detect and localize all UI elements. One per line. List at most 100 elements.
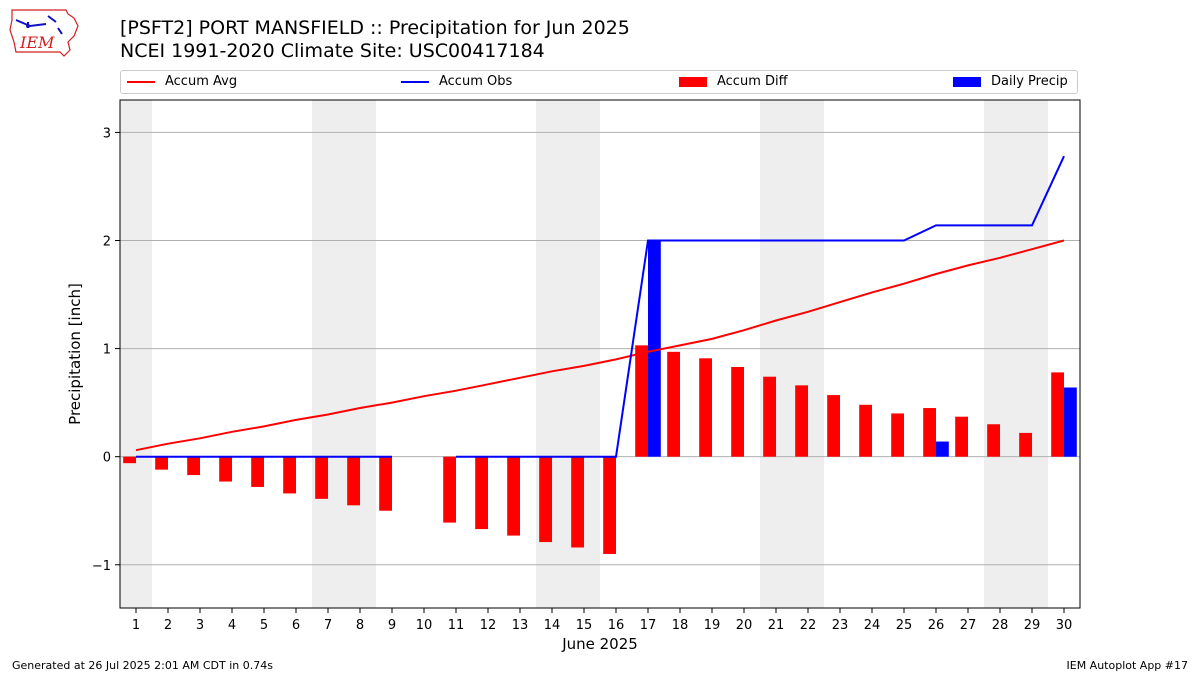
x-tick-label: 29 <box>1024 618 1041 633</box>
x-tick-label: 12 <box>480 618 497 633</box>
weekend-band <box>984 100 1016 608</box>
accum-diff-bar <box>315 456 328 499</box>
x-tick-label: 1 <box>132 618 140 633</box>
daily-precip-bar <box>648 240 661 457</box>
plot-frame <box>119 99 1081 609</box>
x-tick-label: 2 <box>164 618 172 633</box>
chart-title: [PSFT2] PORT MANSFIELD :: Precipitation … <box>120 17 630 63</box>
accum-diff-bar <box>155 456 168 470</box>
x-tick-label: 4 <box>228 618 236 633</box>
accum-diff-bar <box>379 456 392 511</box>
accum-diff-bar <box>475 456 488 530</box>
accum-diff-bar <box>923 408 936 457</box>
legend-swatch-accum-obs <box>401 81 429 83</box>
accum-diff-bar <box>763 376 776 457</box>
x-tick-label: 16 <box>608 618 625 633</box>
daily-precip-bar <box>1064 387 1077 457</box>
weekend-band <box>760 100 792 608</box>
accum-diff-bar <box>571 456 584 548</box>
accum-diff-bar <box>987 424 1000 457</box>
accum-diff-bar <box>859 404 872 457</box>
accum-diff-bar <box>891 413 904 457</box>
accum-avg-line <box>135 239 1065 452</box>
x-tick-label: 9 <box>388 618 396 633</box>
x-tick-label: 24 <box>864 618 881 633</box>
accum-diff-bar <box>539 456 552 543</box>
accum-diff-bar <box>827 395 840 457</box>
accum-diff-bar <box>443 456 456 523</box>
x-tick-label: 27 <box>960 618 977 633</box>
accum-diff-bar <box>699 358 712 457</box>
x-tick-label: 14 <box>544 618 561 633</box>
legend-item-accum-avg: Accum Avg <box>127 73 237 91</box>
legend-label-accum-obs: Accum Obs <box>439 74 513 89</box>
x-axis-label: June 2025 <box>561 635 638 653</box>
accum-diff-bar <box>251 456 264 487</box>
generated-note: Generated at 26 Jul 2025 2:01 AM CDT in … <box>12 659 273 672</box>
x-tick-label: 21 <box>768 618 785 633</box>
logo-text: IEM <box>19 33 55 52</box>
app-note: IEM Autoplot App #17 <box>1066 659 1189 672</box>
x-tick-label: 28 <box>992 618 1009 633</box>
accum-diff-bar <box>635 345 648 457</box>
legend-item-accum-diff: Accum Diff <box>679 73 788 91</box>
accum-diff-bar <box>187 456 200 476</box>
x-tick-label: 22 <box>800 618 817 633</box>
weekend-band <box>120 100 152 608</box>
y-axis-label: Precipitation [inch] <box>66 283 84 425</box>
x-tick-label: 17 <box>640 618 657 633</box>
accum-diff-bar <box>795 385 808 457</box>
legend-label-daily-precip: Daily Precip <box>991 74 1068 89</box>
legend: Accum Avg Accum Obs Accum Diff Daily Pre… <box>120 70 1078 94</box>
y-tick-label: 0 <box>103 451 111 466</box>
accum-diff-bar <box>123 456 136 464</box>
legend-label-accum-avg: Accum Avg <box>165 74 238 89</box>
legend-item-daily-precip: Daily Precip <box>953 73 1068 91</box>
y-tick-label: −1 <box>92 559 111 574</box>
accum-diff-bar <box>347 456 360 506</box>
weekend-band <box>344 100 376 608</box>
legend-swatch-daily-precip <box>953 77 981 87</box>
weekend-band <box>312 100 344 608</box>
daily-precip-bar <box>936 441 949 457</box>
y-tick-label: 1 <box>103 343 111 358</box>
x-tick-label: 18 <box>672 618 689 633</box>
accum-diff-bar <box>283 456 296 494</box>
accum-diff-bar <box>603 456 616 554</box>
x-tick-label: 6 <box>292 618 300 633</box>
x-tick-label: 15 <box>576 618 593 633</box>
y-tick-label: 2 <box>103 235 111 250</box>
accum-diff-bar <box>507 456 520 536</box>
iem-logo: IEM <box>8 6 80 60</box>
x-tick-label: 10 <box>416 618 433 633</box>
accum-diff-bar <box>1051 372 1064 457</box>
x-tick-label: 30 <box>1056 618 1073 633</box>
y-tick-label: 3 <box>103 126 111 141</box>
legend-item-accum-obs: Accum Obs <box>401 73 512 91</box>
x-tick-label: 5 <box>260 618 268 633</box>
title-line-1: [PSFT2] PORT MANSFIELD :: Precipitation … <box>120 17 630 39</box>
x-tick-label: 11 <box>448 618 465 633</box>
x-tick-label: 13 <box>512 618 529 633</box>
x-tick-label: 20 <box>736 618 753 633</box>
x-tick-label: 23 <box>832 618 849 633</box>
legend-swatch-accum-avg <box>127 81 155 83</box>
accum-diff-bar <box>955 416 968 457</box>
x-tick-label: 19 <box>704 618 721 633</box>
x-tick-label: 26 <box>928 618 945 633</box>
x-tick-label: 3 <box>196 618 204 633</box>
weekend-band <box>792 100 824 608</box>
legend-swatch-accum-diff <box>679 77 707 87</box>
weekend-band <box>1016 100 1048 608</box>
accum-diff-bar <box>731 366 744 457</box>
accum-diff-bar <box>1019 432 1032 457</box>
x-tick-label: 25 <box>896 618 913 633</box>
accum-diff-bar <box>219 456 232 482</box>
x-tick-label: 8 <box>356 618 364 633</box>
title-line-2: NCEI 1991-2020 Climate Site: USC00417184 <box>120 40 545 62</box>
legend-label-accum-diff: Accum Diff <box>717 74 788 89</box>
accum-diff-bar <box>667 351 680 457</box>
x-tick-label: 7 <box>324 618 332 633</box>
accum-obs-line <box>456 155 1065 458</box>
